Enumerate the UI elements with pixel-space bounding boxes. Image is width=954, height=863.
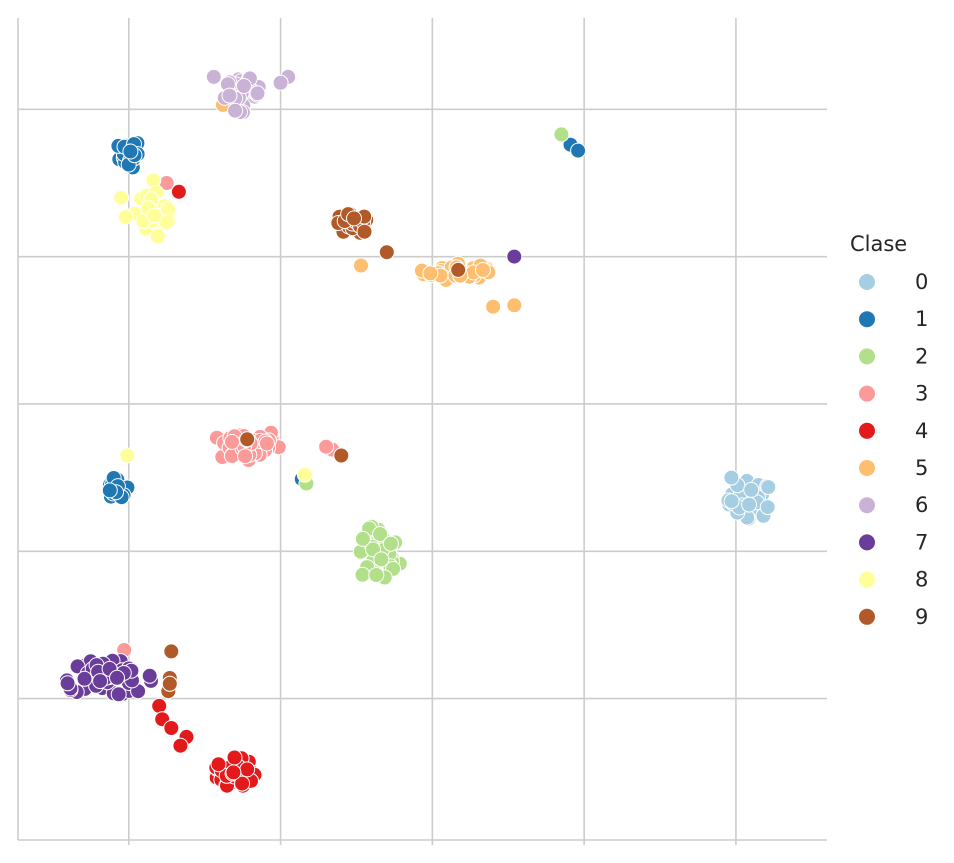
data-point-class-0 [723, 493, 740, 510]
legend-item-0: 0 [858, 270, 928, 294]
data-point-class-3 [224, 433, 240, 450]
legend-item-2: 2 [858, 344, 928, 368]
data-point-class-0 [743, 481, 760, 498]
data-point-class-4 [210, 756, 227, 773]
data-point-class-6 [227, 102, 244, 119]
data-point-class-5 [506, 297, 523, 314]
data-point-class-5 [422, 265, 439, 282]
legend-label: 1 [915, 307, 928, 331]
legend: Clase 0 1 2 3 4 5 6 7 8 9 [850, 232, 928, 629]
data-point-class-7 [92, 673, 109, 690]
legend-label: 0 [915, 270, 928, 294]
data-point-class-8 [149, 228, 166, 245]
data-point-class-4 [163, 720, 180, 736]
data-point-class-2 [354, 530, 371, 547]
legend-marker [858, 459, 876, 477]
legend-item-9: 9 [858, 605, 928, 629]
data-point-class-9 [346, 210, 362, 227]
legend-marker [858, 533, 876, 552]
axes [17, 18, 827, 845]
data-point-class-3 [237, 448, 254, 465]
data-point-class-4 [239, 761, 256, 778]
data-point-class-4 [170, 183, 187, 200]
data-point-class-1 [101, 482, 118, 499]
data-point-class-6 [249, 85, 266, 102]
legend-marker [858, 310, 876, 329]
data-point-class-8 [113, 189, 130, 206]
legend-marker [858, 496, 876, 515]
data-point-class-7 [110, 686, 127, 703]
data-point-class-9 [333, 447, 350, 464]
data-point-class-9 [378, 244, 395, 261]
data-point-class-4 [172, 737, 189, 754]
legend-item-6: 6 [858, 493, 928, 517]
legend-label: 8 [915, 568, 928, 592]
legend-label: 7 [915, 530, 928, 554]
data-point-class-4 [234, 775, 251, 792]
data-point-class-9 [239, 431, 256, 448]
data-point-class-9 [163, 643, 180, 660]
legend-item-4: 4 [858, 419, 928, 443]
data-point-class-4 [226, 749, 243, 766]
legend-marker [858, 570, 876, 589]
data-points [58, 68, 777, 794]
data-point-class-7 [59, 675, 76, 692]
data-point-class-2 [553, 126, 570, 143]
data-point-class-6 [205, 68, 222, 85]
legend-label: 9 [915, 605, 928, 629]
data-point-class-6 [235, 78, 252, 94]
legend-marker [858, 607, 876, 626]
legend-marker [858, 421, 876, 440]
legend-title: Clase [850, 232, 907, 256]
legend-label: 2 [915, 344, 928, 368]
data-point-class-0 [723, 469, 740, 486]
legend-item-7: 7 [858, 530, 928, 554]
data-point-class-2 [373, 551, 390, 568]
data-point-class-5 [474, 262, 491, 278]
data-point-class-7 [76, 670, 93, 687]
data-point-class-7 [109, 669, 125, 686]
legend-label: 4 [915, 419, 928, 443]
data-point-class-5 [485, 298, 502, 315]
legend-marker [858, 384, 876, 403]
data-point-class-8 [158, 214, 175, 231]
data-point-class-3 [258, 435, 275, 452]
data-point-class-6 [272, 74, 289, 91]
data-point-class-4 [225, 764, 242, 781]
data-point-class-7 [506, 248, 523, 265]
data-point-class-9 [161, 675, 178, 692]
data-point-class-6 [221, 87, 238, 104]
legend-item-5: 5 [858, 456, 928, 480]
data-point-class-2 [382, 535, 399, 552]
data-point-class-2 [372, 526, 389, 542]
data-point-class-2 [368, 567, 385, 583]
data-point-class-0 [741, 496, 758, 513]
data-point-class-7 [141, 667, 158, 684]
data-point-class-4 [151, 697, 168, 714]
data-point-class-3 [318, 438, 335, 455]
data-point-class-5 [353, 257, 369, 274]
legend-item-1: 1 [858, 307, 928, 331]
data-point-class-9 [356, 223, 373, 240]
data-point-class-1 [122, 143, 139, 160]
legend-label: 3 [915, 382, 928, 406]
data-point-class-2 [354, 566, 371, 583]
legend-item-8: 8 [858, 568, 928, 592]
legend-item-3: 3 [858, 382, 928, 406]
legend-label: 6 [915, 493, 928, 517]
data-point-class-8 [119, 447, 136, 464]
data-point-class-9 [450, 261, 467, 278]
data-point-class-0 [759, 499, 776, 516]
legend-label: 5 [915, 456, 928, 480]
data-point-class-0 [760, 479, 777, 496]
data-point-class-1 [570, 142, 587, 159]
data-point-class-8 [296, 466, 313, 483]
legend-marker [858, 347, 876, 366]
legend-marker [858, 273, 876, 291]
data-point-class-8 [146, 207, 163, 224]
data-point-class-8 [117, 208, 134, 225]
